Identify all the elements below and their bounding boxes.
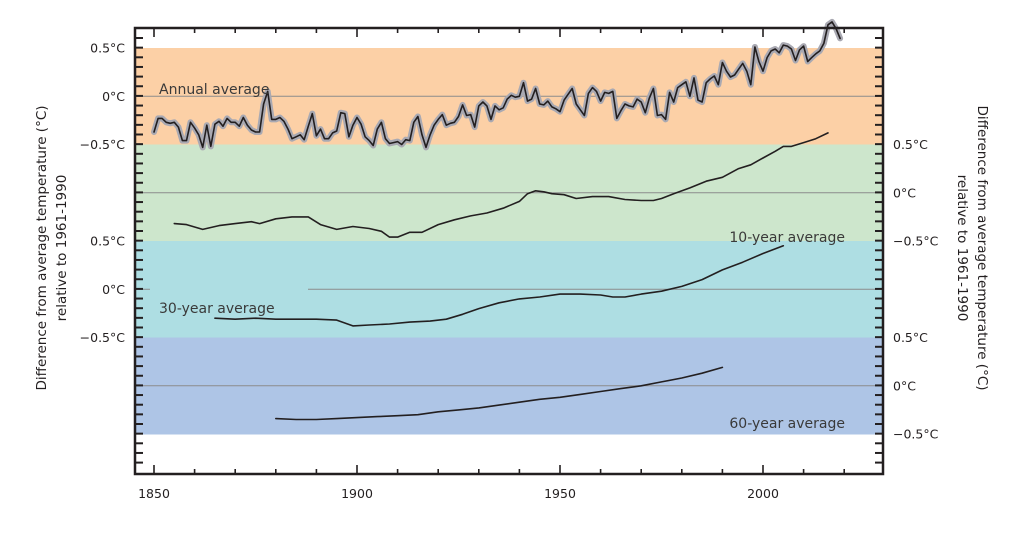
y-tick-label-10-year-average: 0°C [893, 185, 916, 200]
series-line-30-year-average [214, 245, 785, 327]
panel-labels: Annual average 10-year average 30-year ave… [159, 82, 845, 432]
x-tick-labels: 1850 1900 1950 2000 [138, 486, 779, 501]
series-lines [151, 18, 844, 421]
x-tick-label: 1850 [138, 486, 170, 501]
series-line-60-year-average [275, 366, 724, 421]
x-tick-label: 1950 [544, 486, 576, 501]
right-axis-title-line2: relative to 1961-1990 [954, 175, 970, 322]
y-tick-label-annual-average: 0°C [102, 89, 125, 104]
y-tick-label-annual-average: 0.5°C [90, 41, 125, 56]
y-tick-label-60-year-average: 0°C [893, 378, 916, 393]
y-tick-label-10-year-average: 0.5°C [893, 137, 928, 152]
axis-ticks [135, 28, 883, 474]
y-tick-label-annual-average: −0.5°C [80, 137, 126, 152]
y-tick-label-30-year-average: 0°C [102, 282, 125, 297]
y-tick-label-60-year-average: 0.5°C [893, 330, 928, 345]
left-axis-title-line1: Difference from average temperature (°C) [34, 105, 50, 390]
y-tick-label-10-year-average: −0.5°C [893, 234, 939, 249]
x-tick-label: 1900 [341, 486, 373, 501]
panel-label-10-year-average: 10-year average [729, 230, 845, 246]
series-line-10-year-average [173, 132, 829, 238]
y-tick-labels: 0.5°C 0°C −0.5°C 0.5°C 0°C −0.5°C 0.5°C 0°C −0.5… [80, 41, 939, 442]
panel-label-60-year-average: 60-year average [729, 416, 845, 432]
y-tick-label-60-year-average: −0.5°C [893, 427, 939, 442]
panel-label-30-year-average: 30-year average [159, 301, 275, 317]
panel-label-annual-average: Annual average [159, 82, 269, 98]
y-tick-label-30-year-average: 0.5°C [90, 234, 125, 249]
y-tick-label-30-year-average: −0.5°C [80, 330, 126, 345]
right-axis-title-line1: Difference from average temperature (°C) [974, 105, 990, 390]
series-line-annual-average [153, 21, 841, 149]
x-tick-label: 2000 [747, 486, 779, 501]
left-axis-title-line2: relative to 1961-1990 [54, 175, 70, 322]
